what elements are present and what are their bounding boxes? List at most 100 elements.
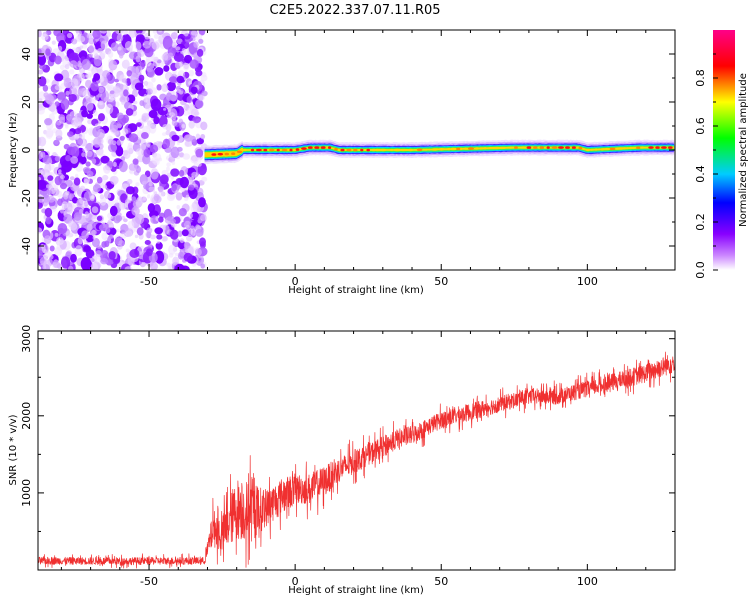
- noise-blob: [166, 262, 171, 267]
- spectrogram-y-tick-label: 0: [20, 147, 33, 154]
- noise-blob: [38, 227, 43, 234]
- noise-blob: [149, 144, 159, 153]
- noise-blob: [146, 94, 151, 99]
- noise-blob: [200, 214, 207, 221]
- noise-blob: [54, 247, 62, 256]
- noise-blob: [107, 143, 118, 153]
- noise-blob: [45, 128, 54, 139]
- noise-blob: [151, 77, 156, 83]
- noise-blob: [124, 199, 130, 205]
- spectrogram-noise: [38, 30, 208, 270]
- noise-blob: [198, 95, 205, 101]
- noise-blob: [81, 59, 91, 70]
- noise-blob: [38, 194, 45, 203]
- noise-blob: [111, 124, 118, 133]
- spectrogram-y-label: Frequency (Hz): [8, 112, 19, 188]
- noise-blob: [135, 65, 143, 75]
- noise-blob: [80, 257, 92, 270]
- noise-blob: [66, 32, 73, 39]
- signal-peak: [224, 152, 230, 156]
- signal-peak: [539, 146, 544, 149]
- noise-blob: [181, 48, 186, 53]
- noise-blob: [79, 45, 84, 49]
- noise-blob: [148, 186, 156, 193]
- noise-blob: [167, 265, 171, 270]
- noise-blob: [49, 254, 54, 260]
- noise-blob: [117, 46, 122, 51]
- noise-blob: [92, 235, 96, 240]
- noise-blob: [135, 182, 140, 187]
- spectrogram-y-ticks: -40 -20 0 20 40: [20, 29, 675, 271]
- colorbar: 0.0 0.2 0.4 0.6 0.8 Normalized spectral ampl…: [694, 30, 749, 279]
- noise-blob: [186, 96, 193, 104]
- noise-blob: [74, 134, 80, 140]
- noise-blob: [43, 249, 48, 254]
- noise-blob: [130, 74, 139, 86]
- noise-blob: [159, 174, 169, 185]
- noise-blob: [118, 240, 125, 246]
- noise-blob: [66, 230, 73, 238]
- noise-blob: [122, 128, 129, 135]
- snr-y-tick-label: 3000: [20, 325, 33, 353]
- noise-blob: [82, 166, 91, 174]
- signal-peak: [565, 146, 570, 149]
- noise-blob: [199, 237, 206, 247]
- noise-blob: [63, 77, 73, 89]
- noise-blob: [69, 86, 78, 97]
- noise-blob: [86, 101, 94, 111]
- noise-blob: [60, 98, 70, 110]
- noise-blob: [192, 156, 196, 162]
- noise-blob: [183, 252, 193, 262]
- noise-blob: [158, 30, 163, 33]
- signal-peak: [250, 148, 255, 152]
- noise-blob: [171, 161, 176, 165]
- noise-blob: [153, 193, 160, 202]
- noise-blob: [77, 237, 84, 245]
- noise-blob: [96, 215, 103, 221]
- noise-blob: [100, 30, 107, 34]
- noise-blob: [94, 255, 102, 263]
- noise-blob: [148, 182, 153, 187]
- signal-peak: [514, 146, 518, 149]
- signal-peak: [276, 148, 280, 152]
- noise-blob: [190, 203, 198, 213]
- noise-blob: [90, 81, 99, 92]
- noise-blob: [154, 67, 164, 76]
- noise-blob: [71, 78, 79, 89]
- signal-peak: [551, 146, 558, 149]
- noise-blob: [146, 125, 151, 130]
- noise-blob: [86, 223, 93, 231]
- noise-blob: [93, 109, 98, 116]
- spectrogram-x-label: Height of straight line (km): [288, 285, 424, 296]
- signal-peak: [636, 146, 641, 149]
- noise-blob: [148, 110, 158, 119]
- noise-blob: [200, 121, 208, 131]
- noise-blob: [166, 116, 171, 120]
- snr-y-tick-label: 1000: [20, 479, 33, 507]
- noise-blob: [54, 175, 62, 186]
- noise-blob: [132, 100, 138, 105]
- signal-peak: [314, 146, 320, 149]
- noise-blob: [165, 130, 171, 136]
- noise-blob: [92, 184, 101, 193]
- noise-blob: [144, 32, 151, 40]
- noise-blob: [183, 62, 189, 70]
- noise-blob: [38, 151, 43, 160]
- spectrogram-x-tick-label: 100: [577, 275, 598, 288]
- noise-blob: [65, 124, 69, 129]
- noise-blob: [63, 143, 70, 150]
- signal-peak: [360, 148, 364, 152]
- noise-blob: [190, 225, 195, 230]
- noise-blob: [143, 93, 148, 99]
- signal-peak: [558, 146, 564, 149]
- signal-peak: [546, 146, 550, 149]
- noise-blob: [123, 89, 129, 97]
- noise-blob: [201, 90, 208, 97]
- noise-blob: [146, 227, 153, 234]
- noise-blob: [135, 34, 145, 42]
- noise-blob: [107, 50, 114, 59]
- noise-blob: [193, 41, 199, 48]
- noise-blob: [69, 60, 78, 68]
- noise-blob: [177, 230, 183, 237]
- noise-blob: [52, 152, 57, 157]
